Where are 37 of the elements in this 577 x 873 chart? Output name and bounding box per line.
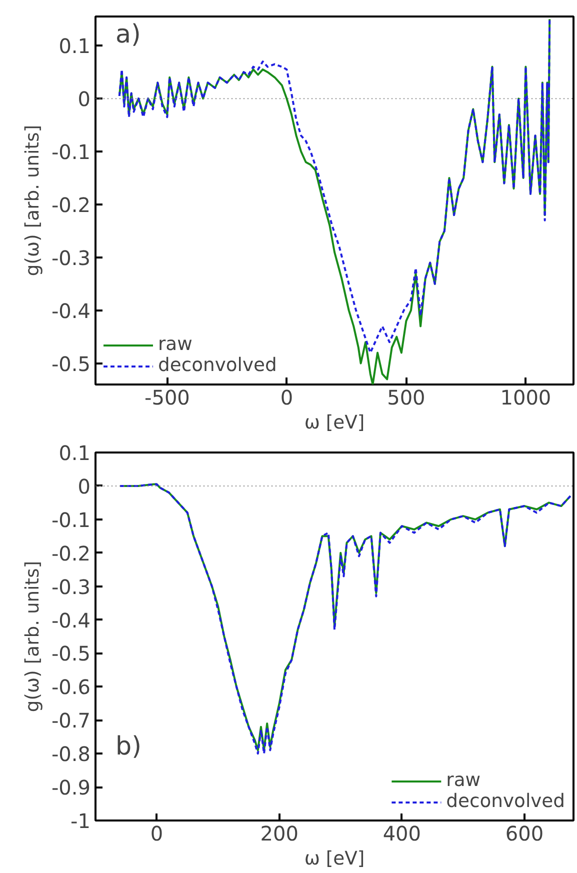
legend-label: deconvolved	[158, 355, 277, 376]
y-tick-label: -0.4	[51, 298, 91, 323]
x-tick-label: 400	[382, 822, 422, 846]
y-axis-title: g(ω) [arb. units]	[22, 124, 44, 276]
annotation: b)	[116, 730, 142, 760]
y-tick-label: -0.1	[51, 508, 91, 532]
x-tick-label: 200	[260, 822, 298, 846]
legend-label: deconvolved	[446, 791, 565, 812]
annotation: a)	[116, 18, 141, 48]
x-tick-label: 600	[505, 822, 544, 846]
y-tick-label: -0.4	[51, 608, 91, 632]
y-tick-label: 0.1	[58, 441, 91, 465]
y-tick-label: -0.9	[51, 776, 91, 800]
y-tick-label: -1	[70, 809, 91, 833]
x-tick-label: -500	[144, 386, 190, 410]
y-tick-label: -0.8	[51, 742, 91, 766]
x-axis-title: ω [eV]	[304, 412, 365, 434]
x-tick-label: 1000	[500, 386, 552, 410]
y-tick-label: -0.3	[51, 246, 91, 270]
legend-label: raw	[446, 770, 481, 791]
x-tick-label: 500	[387, 386, 426, 410]
y-tick-label: -0.2	[51, 541, 91, 566]
y-tick-label: 0.1	[58, 34, 91, 58]
y-tick-label: -0.3	[51, 574, 91, 599]
y-tick-label: -0.1	[51, 140, 91, 164]
y-tick-label: -0.5	[51, 642, 91, 666]
y-tick-label: 0	[78, 87, 91, 112]
legend-label: raw	[158, 334, 192, 355]
x-tick-label: 0	[280, 386, 294, 410]
y-tick-label: -0.7	[51, 708, 91, 733]
y-tick-label: 0	[78, 474, 91, 498]
y-axis-title: g(ω) [arb. units]	[22, 560, 44, 712]
x-tick-label: 0	[150, 822, 164, 846]
y-tick-label: -0.5	[51, 352, 91, 376]
x-axis-title: ω [eV]	[304, 848, 365, 870]
y-tick-label: -0.2	[51, 192, 91, 217]
y-tick-label: -0.6	[51, 675, 91, 700]
